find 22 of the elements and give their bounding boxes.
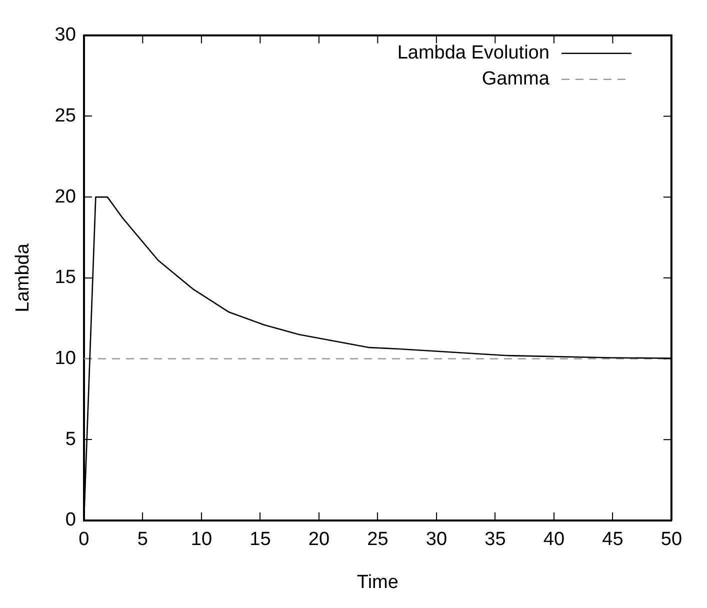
x-tick-label: 5 (137, 529, 148, 550)
y-tick-label: 30 (54, 24, 76, 46)
x-tick-label: 10 (190, 529, 212, 550)
legend-label: Gamma (482, 68, 550, 90)
x-tick-label: 25 (367, 529, 388, 550)
x-tick-label: 0 (78, 529, 90, 550)
x-tick-label: 45 (602, 529, 624, 550)
x-tick-label: 30 (426, 529, 448, 550)
y-axis-title: Lambda (12, 243, 34, 312)
x-tick-label: 15 (250, 529, 271, 550)
x-tick-label: 35 (484, 529, 506, 550)
x-tick-label: 50 (660, 529, 682, 550)
x-tick-label: 40 (543, 529, 565, 550)
y-tick-label: 10 (54, 348, 76, 369)
y-tick-label: 15 (54, 267, 76, 288)
y-tick-label: 25 (54, 105, 76, 126)
x-tick-label: 20 (308, 529, 330, 550)
y-tick-label: 5 (65, 428, 76, 450)
y-tick-label: 20 (54, 186, 76, 208)
y-tick-label: 0 (65, 510, 76, 531)
legend-label: Lambda Evolution (397, 42, 550, 64)
x-axis-title: Time (356, 572, 398, 593)
